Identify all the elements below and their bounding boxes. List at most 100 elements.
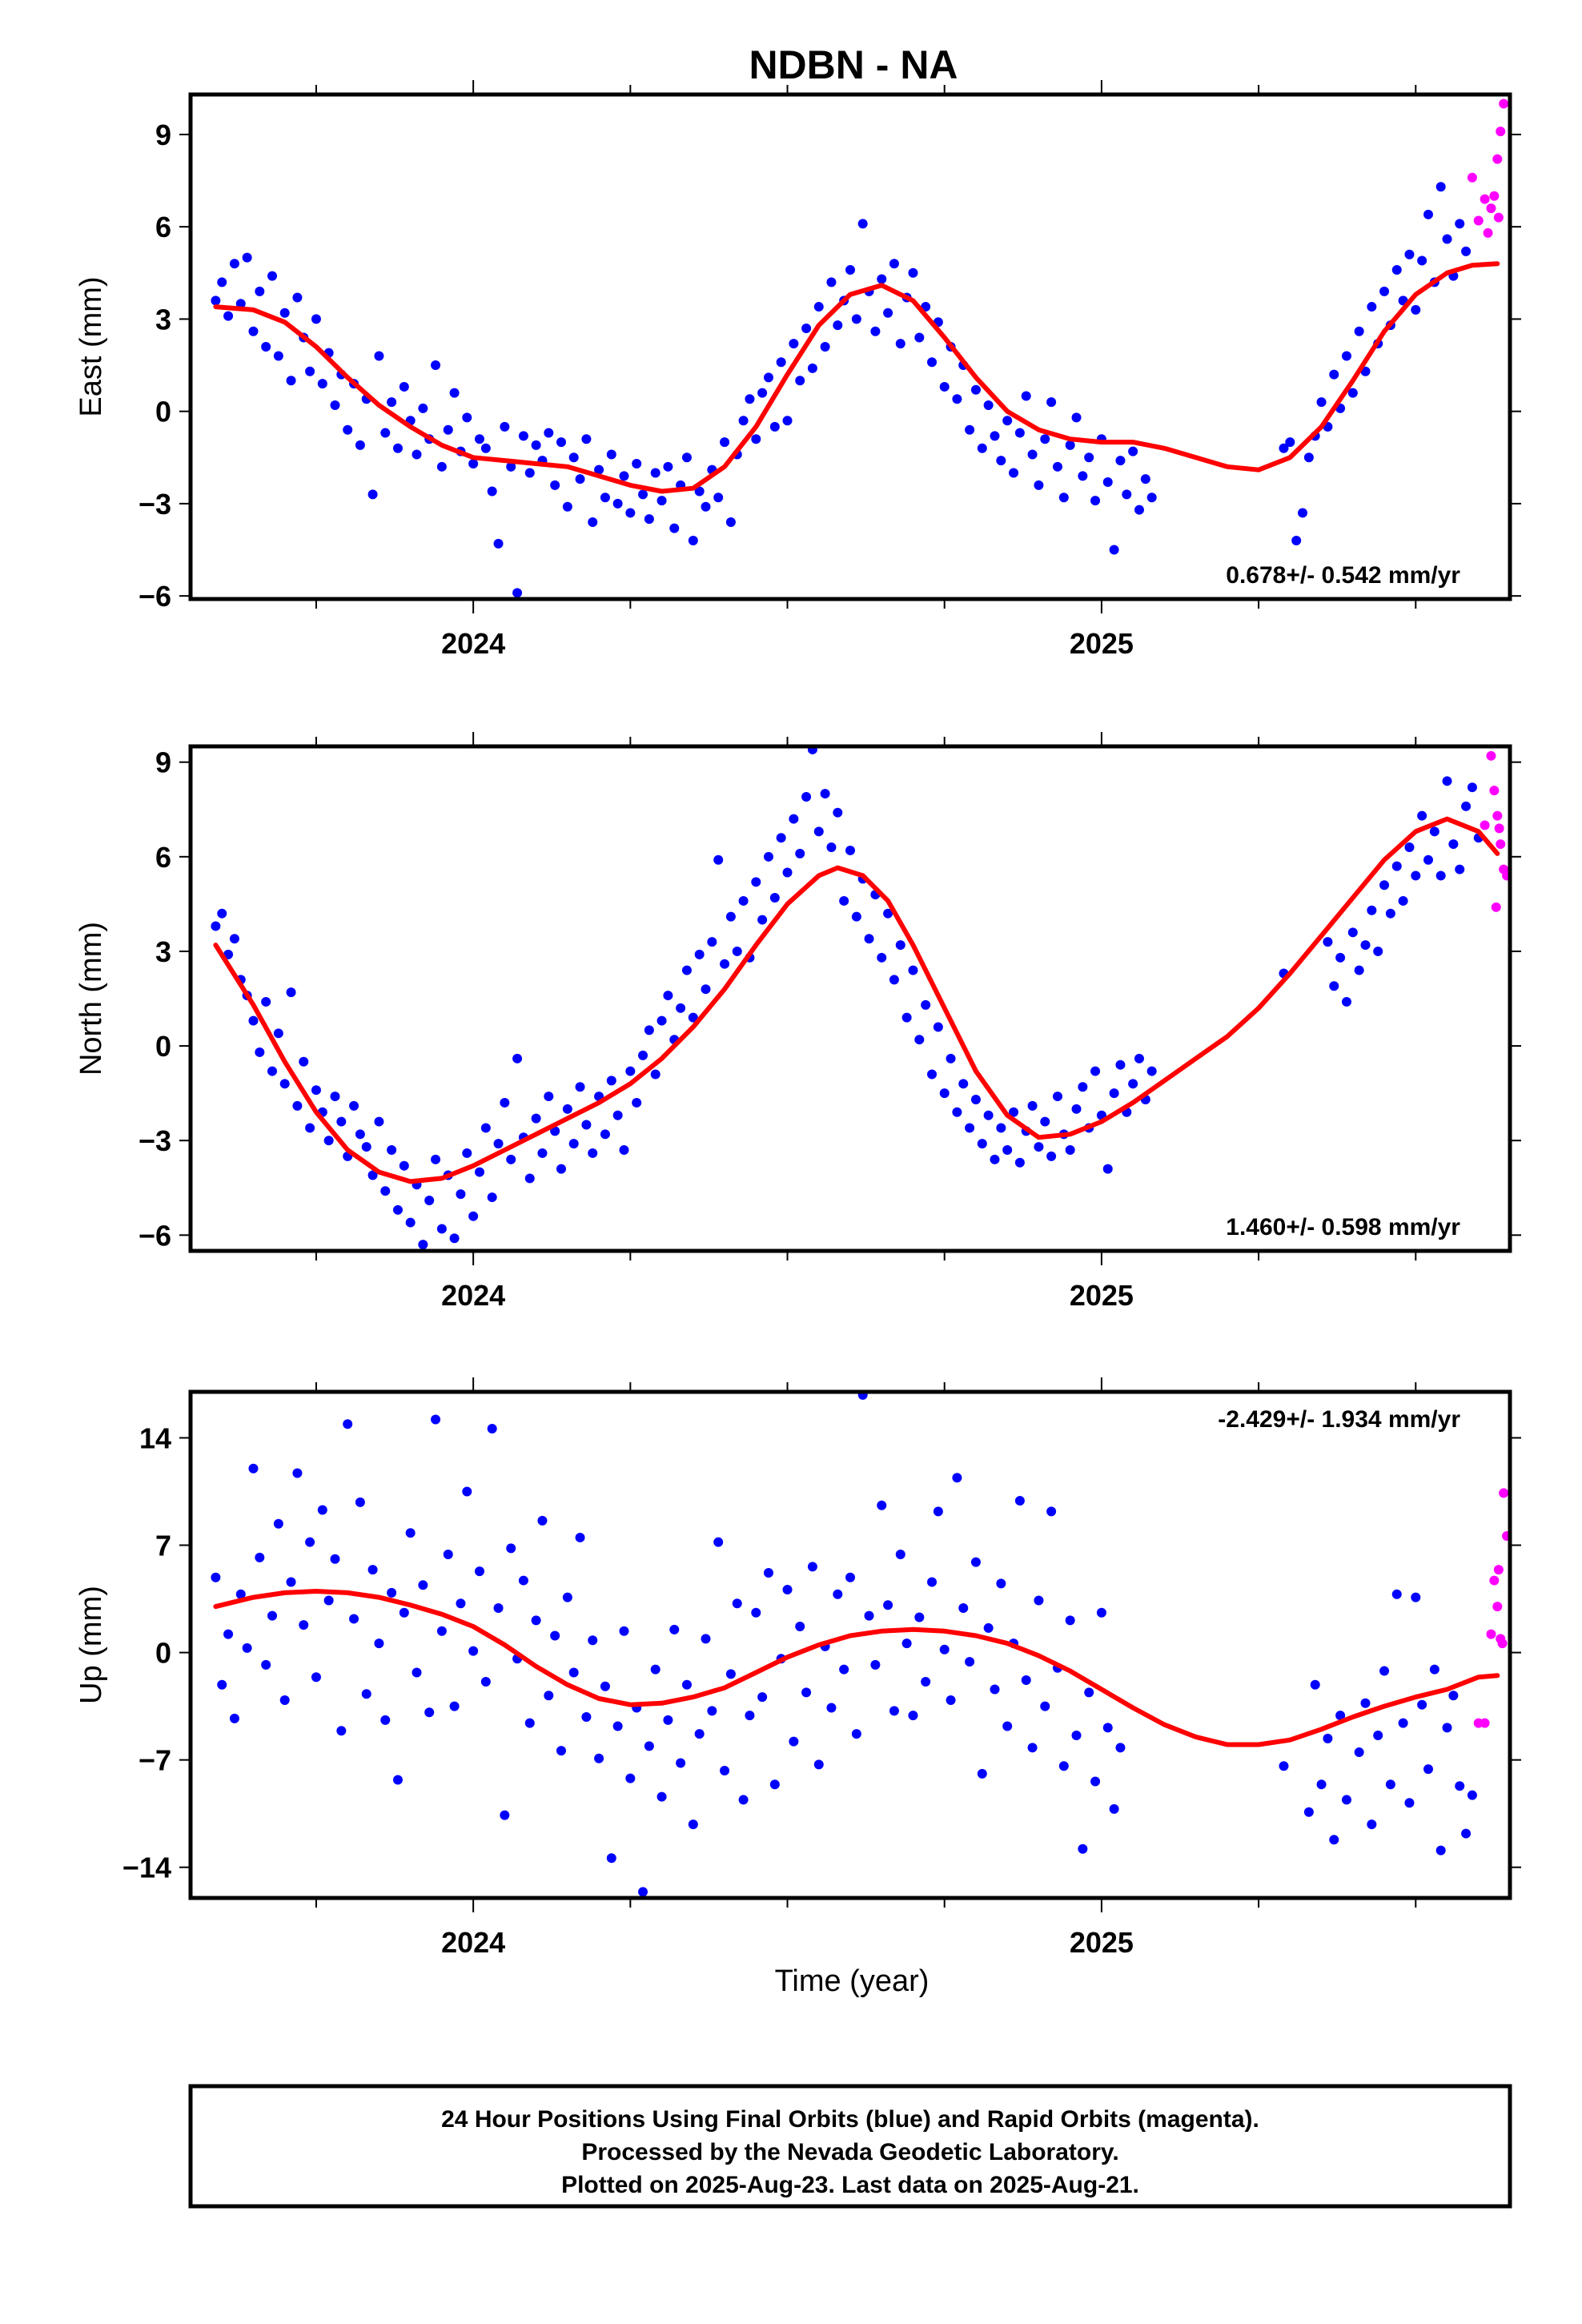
up-final-orbit-point [361,1689,371,1699]
north-final-orbit-point [544,1092,554,1102]
east-final-orbit-point [801,323,812,333]
up-final-orbit-point [638,1887,648,1897]
east-final-orbit-point [480,443,491,453]
north-final-orbit-point [1034,1142,1044,1152]
north-final-orbit-point [311,1085,321,1096]
north-final-orbit-point [392,1204,403,1215]
north-final-orbit-point [506,1154,516,1164]
up-final-orbit-point [261,1659,271,1670]
north-final-orbit-point [1040,1116,1050,1127]
east-final-orbit-point [267,271,278,281]
east-final-orbit-point [518,431,528,441]
up-final-orbit-point [681,1679,692,1690]
up-final-orbit-point [392,1775,403,1785]
east-final-orbit-point [1347,388,1358,398]
up-final-orbit-point [1335,1711,1346,1721]
east-final-orbit-point [1134,505,1144,515]
north-final-orbit-point [952,1107,962,1117]
east-final-orbit-point [644,514,654,525]
up-final-orbit-point [550,1630,560,1641]
east-final-orbit-point [1423,209,1433,219]
north-final-orbit-point [644,1025,654,1035]
north-final-orbit-point [292,1100,303,1111]
north-final-orbit-point [751,877,761,887]
up-final-orbit-point [845,1572,855,1582]
east-final-orbit-point [1021,391,1031,401]
east-final-orbit-point [782,416,793,426]
up-final-orbit-point [462,1486,472,1497]
east-final-orbit-point [1071,412,1082,423]
north-final-orbit-point [575,1082,585,1092]
north-final-orbit-point [933,1022,943,1032]
up-final-orbit-point [480,1676,491,1687]
up-final-orbit-point [1360,1698,1371,1708]
north-panel: 2024 2025 −6 −3 0 3 6 9 North (mm) 1.460+/- 0.598… [74,732,1521,1312]
east-final-orbit-point [763,372,773,383]
north-final-orbit-point [355,1129,365,1140]
east-final-orbit-point [418,403,428,413]
north-final-orbit-point [1002,1145,1013,1155]
up-final-orbit-point [1379,1666,1390,1676]
north-final-orbit-point [248,1015,259,1026]
north-final-orbit-point [851,911,861,922]
east-final-orbit-point [996,456,1006,466]
north-final-orbit-point [1411,870,1421,881]
up-final-orbit-point [493,1603,504,1614]
north-final-orbit-point [255,1047,265,1057]
up-final-orbit-point [424,1707,435,1718]
up-final-orbit-point [839,1664,849,1675]
up-final-orbit-point [738,1795,749,1805]
up-final-orbit-point [556,1746,567,1756]
up-final-orbit-point [889,1706,899,1716]
east-final-orbit-point [399,381,409,392]
east-final-orbit-point [462,412,472,423]
east-final-orbit-point [857,219,868,229]
up-final-orbit-point [544,1691,554,1701]
east-final-orbit-point [1146,493,1157,503]
up-final-orbit-point [229,1713,239,1723]
north-final-orbit-point [568,1139,579,1149]
up-final-orbit-point [625,1773,636,1783]
north-final-orbit-point [361,1142,371,1152]
east-final-orbit-point [990,431,1000,441]
up-final-orbit-point [267,1610,278,1621]
east-final-orbit-point [223,311,234,321]
up-final-orbit-point [211,1572,221,1582]
up-final-orbit-point [531,1615,541,1626]
up-final-orbit-point [720,1766,730,1776]
up-final-orbit-point [1065,1615,1075,1626]
east-final-orbit-point [1442,234,1452,244]
east-final-orbit-point [751,434,761,444]
up-final-orbit-point [1027,1743,1038,1753]
north-final-orbit-point [217,908,227,919]
up-final-orbit-point [870,1659,881,1670]
east-final-orbit-point [1027,449,1038,460]
east-final-orbit-point [1065,440,1075,450]
east-rapid-orbit-point [1499,99,1509,109]
up-rapid-orbit-point [1493,1565,1504,1575]
up-final-orbit-point [1040,1701,1050,1711]
up-final-orbit-point [933,1506,943,1517]
north-final-orbit-point [1435,870,1446,881]
up-final-orbit-point [1058,1761,1069,1771]
east-final-orbit-point [217,277,227,287]
east-final-orbit-point [619,471,629,481]
north-final-orbit-point [958,1079,969,1089]
up-final-orbit-point [273,1518,283,1529]
north-final-orbit-point [462,1148,472,1158]
east-final-orbit-point [713,493,724,503]
north-final-orbit-point [782,867,793,878]
east-final-orbit-point [500,421,510,432]
east-final-orbit-point [789,339,799,349]
up-final-orbit-point [524,1718,535,1728]
north-final-orbit-point [619,1145,629,1155]
north-final-orbit-point [939,1088,950,1099]
north-final-orbit-point [1467,782,1477,793]
up-final-orbit-point [606,1853,616,1864]
north-x-tick-label: 2024 [441,1279,505,1312]
north-final-orbit-point [625,1066,636,1076]
north-final-orbit-point [694,949,705,959]
north-final-orbit-point [1448,839,1459,850]
north-final-orbit-point [1090,1066,1101,1076]
up-final-orbit-point [412,1667,422,1678]
